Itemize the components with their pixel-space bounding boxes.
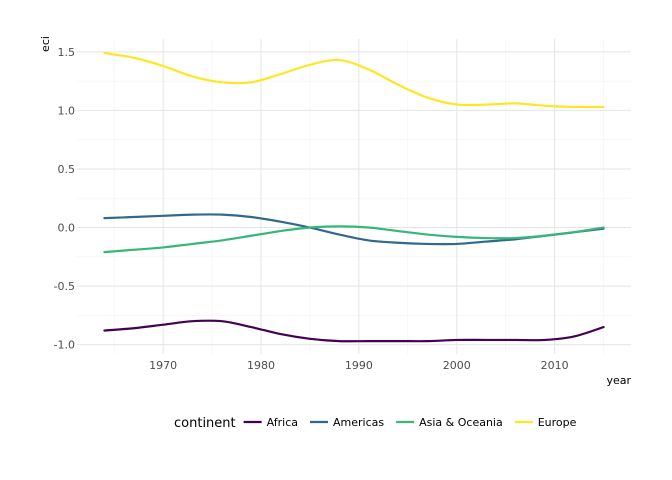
legend: continent Africa Americas Asia & Oceania Eu… bbox=[174, 416, 577, 431]
y-tick-label: 1.5 bbox=[58, 46, 76, 59]
series-line-europe bbox=[103, 51, 605, 109]
y-tick-label: 0.0 bbox=[58, 222, 76, 235]
y-axis-title: eci bbox=[39, 36, 52, 52]
y-tick-label: -1.0 bbox=[54, 339, 75, 352]
x-axis-title: year bbox=[606, 374, 631, 387]
x-tick-label: 1980 bbox=[247, 359, 275, 372]
series-line-americas bbox=[103, 213, 605, 246]
legend-label: Americas bbox=[333, 416, 384, 429]
x-tick-label: 1970 bbox=[149, 359, 177, 372]
legend-label: Europe bbox=[538, 416, 577, 429]
y-tick-label: 0.5 bbox=[58, 163, 76, 176]
series-lines bbox=[103, 51, 605, 343]
y-axis-ticks: -1.0 -0.5 0.0 0.5 1.0 1.5 bbox=[54, 46, 75, 352]
legend-label: Asia & Oceania bbox=[419, 416, 503, 429]
legend-label: Africa bbox=[267, 416, 298, 429]
y-tick-label: 1.0 bbox=[58, 104, 76, 117]
legend-title: continent bbox=[174, 416, 236, 431]
x-axis-ticks: 1970 1980 1990 2000 2010 bbox=[149, 359, 569, 372]
x-tick-label: 2000 bbox=[443, 359, 471, 372]
series-line-africa bbox=[103, 319, 605, 343]
y-tick-label: -0.5 bbox=[54, 280, 75, 293]
grid bbox=[77, 39, 631, 354]
x-tick-label: 1990 bbox=[345, 359, 373, 372]
series-line-asia-oceania bbox=[103, 225, 605, 254]
x-tick-label: 2010 bbox=[541, 359, 569, 372]
